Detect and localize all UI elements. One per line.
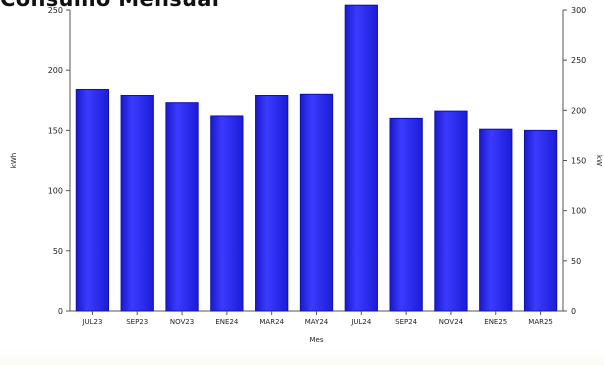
y2-tick-label: 200 [571, 106, 586, 115]
bar-sep23 [120, 94, 154, 312]
y-tick-label: 200 [48, 66, 63, 75]
bar-jul24 [344, 4, 378, 312]
y-tick-label: 250 [48, 6, 63, 15]
x-tick-label: NOV24 [439, 318, 464, 326]
x-tick-label: NOV23 [170, 318, 194, 326]
x-tick-label: SEP24 [395, 318, 418, 326]
x-tick-label: MAR24 [259, 318, 284, 326]
y-tick-label: 150 [48, 126, 63, 135]
x-tick-label: MAY24 [305, 318, 329, 326]
bar-mar24 [255, 94, 289, 312]
chart-title: Consumo Mensual [0, 0, 219, 11]
y2-tick-label: 150 [571, 157, 586, 166]
x-tick-label: ENE25 [484, 318, 507, 326]
y-tick-label: 100 [48, 187, 63, 196]
x-tick-label: MAR25 [528, 318, 553, 326]
bar-mar25 [523, 129, 558, 312]
bar-ene24 [210, 115, 244, 312]
y2-tick-label: 300 [571, 6, 586, 15]
bar-jul23 [75, 88, 110, 312]
y2-tick-label: 0 [571, 307, 576, 316]
y2-tick-label: 250 [571, 56, 586, 65]
bar-nov23 [165, 102, 199, 312]
x-tick-label: JUL24 [350, 318, 372, 326]
y-tick-label: 0 [58, 307, 63, 316]
x-tick-label: SEP23 [126, 318, 148, 326]
bar-may24 [299, 93, 334, 312]
bar-ene25 [479, 128, 513, 312]
x-axis-label: Mes [310, 336, 324, 344]
y-tick-label: 50 [53, 247, 63, 256]
y-axis-label: kWh [10, 153, 18, 168]
x-tick-label: JUL23 [81, 318, 102, 326]
bar-sep24 [389, 117, 423, 312]
y2-tick-label: 100 [571, 207, 586, 216]
bar-nov24 [434, 110, 468, 312]
y2-axis-label: kW [595, 155, 603, 166]
x-tick-label: ENE24 [215, 318, 239, 326]
bottom-band [0, 348, 604, 365]
y2-tick-label: 50 [571, 257, 581, 266]
